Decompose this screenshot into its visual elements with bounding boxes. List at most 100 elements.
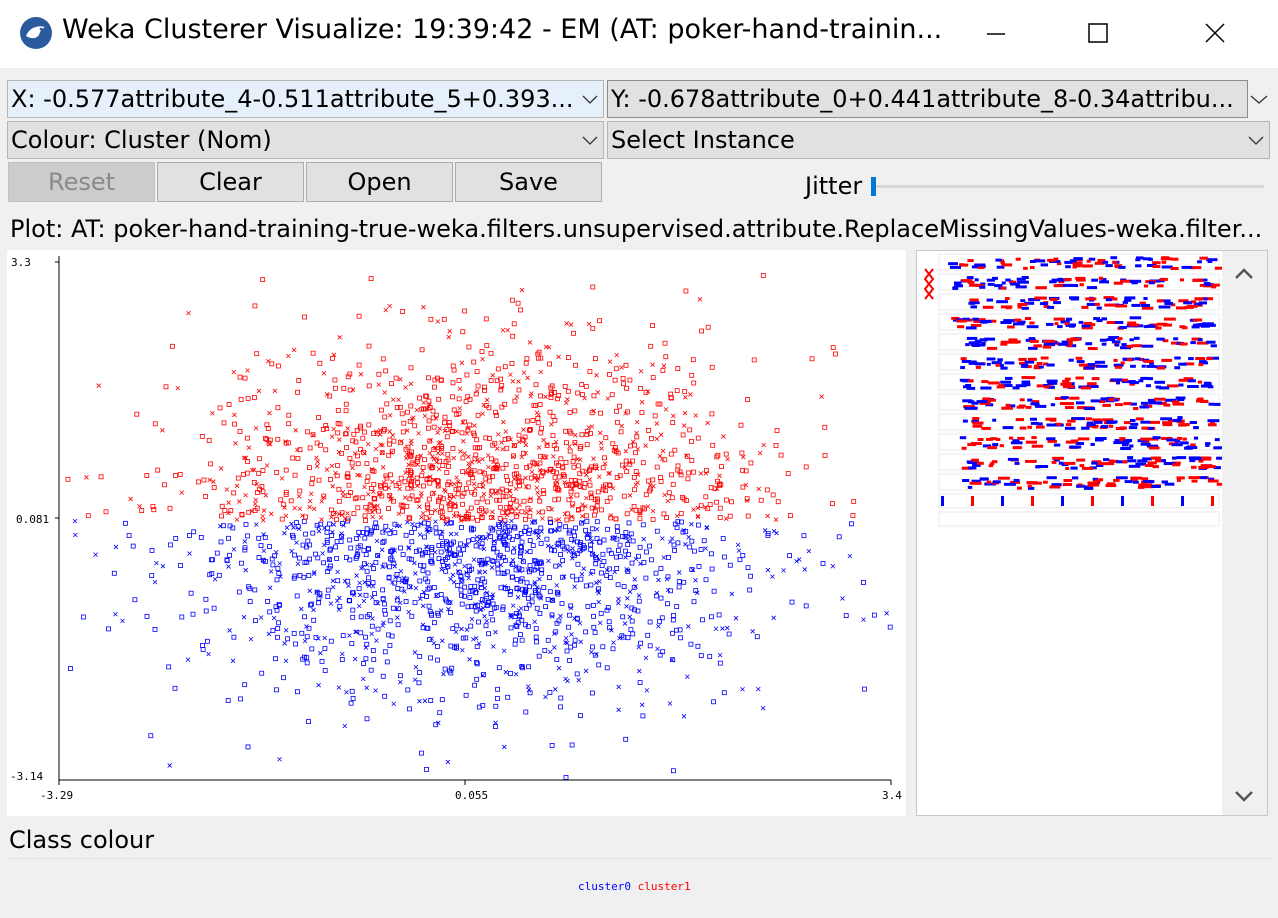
y-axis-select[interactable]: Y: -0.678attribute_0+0.441attribute_8-0.…: [607, 80, 1248, 118]
cluster0-point: [466, 563, 472, 569]
cluster0-point: [680, 529, 686, 535]
cluster1-point: [695, 514, 701, 520]
cluster0-point: [324, 529, 330, 535]
cluster0-point: [339, 651, 345, 657]
cluster1-point: [537, 401, 543, 407]
cluster0-point: [380, 540, 386, 545]
cluster1-point: [430, 415, 436, 421]
attribute-bar[interactable]: [938, 333, 1220, 351]
legend-item-cluster1[interactable]: cluster1: [637, 880, 691, 893]
cluster1-point: [635, 446, 641, 452]
cluster1-point: [427, 480, 433, 486]
cluster0-point: [681, 579, 687, 585]
clear-button[interactable]: Clear: [157, 162, 304, 202]
attribute-bar[interactable]: [938, 453, 1223, 471]
vertical-scrollbar[interactable]: [1222, 251, 1267, 815]
cluster1-point: [328, 507, 334, 513]
legend-item-cluster0[interactable]: cluster0: [578, 880, 631, 893]
cluster1-point: [683, 395, 688, 400]
cluster1-point: [527, 463, 533, 469]
cluster1-point: [609, 392, 615, 398]
attribute-bar[interactable]: [938, 293, 1220, 311]
cluster1-point: [451, 407, 457, 413]
cluster0-point: [735, 542, 741, 548]
cluster0-point: [358, 630, 364, 636]
attribute-matrix-panel[interactable]: [916, 250, 1268, 816]
cluster0-point: [480, 702, 486, 708]
maximize-button[interactable]: [1069, 0, 1127, 68]
colour-select[interactable]: Colour: Cluster (Nom): [7, 121, 604, 159]
cluster1-point: [651, 483, 656, 489]
jitter-slider-thumb[interactable]: [871, 177, 876, 196]
attribute-bar[interactable]: [938, 393, 1221, 411]
cluster1-point: [572, 441, 578, 447]
cluster0-point: [526, 595, 531, 601]
cluster0-point: [325, 569, 331, 574]
instance-select[interactable]: Select Instance: [607, 121, 1270, 159]
cluster1-point: [646, 427, 651, 433]
cluster0-point: [633, 556, 639, 562]
cluster0-point: [490, 527, 495, 533]
cluster0-point: [570, 573, 576, 579]
cluster1-point: [504, 512, 510, 518]
cluster1-point: [218, 466, 224, 471]
attribute-bar[interactable]: [938, 433, 1223, 451]
scroll-down-icon[interactable]: [1222, 777, 1267, 817]
cluster0-point: [346, 583, 351, 589]
cluster1-point: [380, 450, 385, 455]
cluster1-point: [623, 448, 629, 454]
reset-button[interactable]: Reset: [8, 162, 155, 202]
cluster0-point: [539, 567, 545, 573]
cluster0-point: [698, 547, 704, 552]
attribute-bar[interactable]: [938, 253, 1223, 271]
attribute-bar[interactable]: [938, 373, 1220, 391]
x-axis-select[interactable]: X: -0.577attribute_4-0.511attribute_5+0.…: [7, 80, 604, 118]
scroll-up-icon[interactable]: [1222, 253, 1267, 293]
cluster0-point: [606, 619, 612, 625]
attribute-bar[interactable]: [938, 511, 1220, 527]
cluster0-point: [316, 528, 322, 534]
cluster1-point: [372, 507, 378, 513]
cluster1-point: [343, 431, 349, 437]
scatter-plot-panel[interactable]: 3.3 0.081 -3.14 -3.29 0.055 3.4: [7, 250, 906, 816]
cluster0-point: [452, 562, 458, 567]
cluster1-point: [98, 474, 104, 480]
attribute-bar[interactable]: [938, 493, 1220, 509]
attribute-bar[interactable]: [938, 353, 1220, 371]
cluster0-point: [720, 536, 726, 541]
y-tick-label-mid: 0.081: [16, 513, 49, 526]
attribute-bar[interactable]: [938, 413, 1220, 431]
attribute-bar[interactable]: [938, 313, 1220, 331]
title-bar: Weka Clusterer Visualize: 19:39:42 - EM …: [0, 0, 1278, 68]
cluster1-point: [368, 276, 374, 282]
cluster1-point: [414, 407, 420, 413]
cluster0-point: [560, 574, 565, 580]
attribute-bar[interactable]: [938, 473, 1223, 491]
jitter-slider[interactable]: [872, 185, 1264, 188]
cluster0-point: [331, 522, 337, 527]
cluster0-point: [552, 645, 557, 650]
close-button[interactable]: [1186, 0, 1244, 68]
scatter-plot[interactable]: 3.3 0.081 -3.14 -3.29 0.055 3.4: [7, 250, 906, 816]
cluster1-point: [339, 450, 345, 456]
y-axis-dropdown-button[interactable]: [1248, 80, 1270, 118]
cluster1-point: [598, 410, 603, 416]
save-button[interactable]: Save: [455, 162, 602, 202]
cluster1-point: [604, 499, 610, 504]
cluster0-point: [474, 661, 480, 667]
cluster1-point: [830, 345, 836, 350]
attribute-bars[interactable]: [917, 251, 1223, 815]
cluster1-point: [366, 343, 372, 349]
attribute-bar[interactable]: [938, 273, 1220, 291]
cluster1-point: [400, 503, 406, 509]
cluster0-point: [459, 578, 465, 584]
open-button[interactable]: Open: [306, 162, 453, 202]
cluster0-point: [512, 641, 518, 647]
cluster1-point: [672, 447, 678, 453]
cluster1-point: [386, 452, 392, 458]
cluster1-point: [377, 427, 383, 433]
cluster0-point: [524, 580, 530, 586]
cluster0-point: [647, 643, 653, 649]
minimize-button[interactable]: [967, 0, 1025, 68]
cluster0-point: [380, 587, 386, 593]
